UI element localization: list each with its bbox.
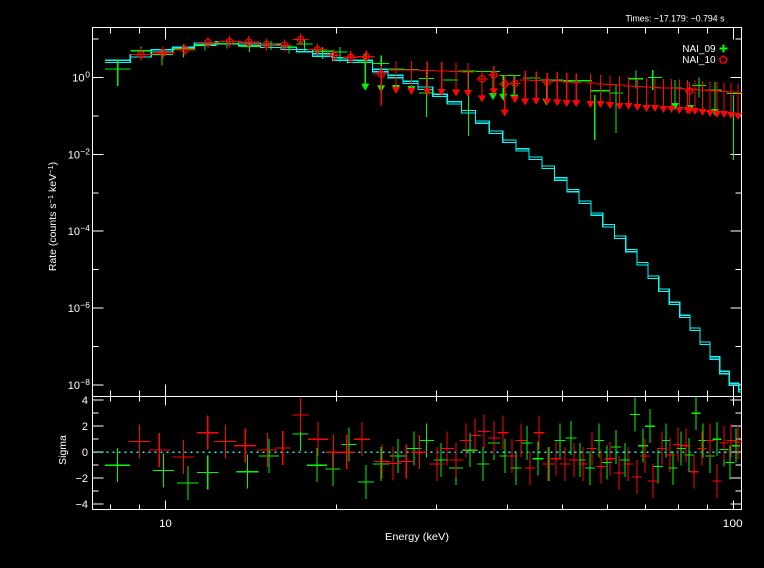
svg-text:Energy (keV): Energy (keV) (385, 531, 449, 543)
svg-text:−4: −4 (80, 223, 90, 233)
svg-text:Sigma: Sigma (57, 435, 69, 465)
svg-text:0: 0 (82, 447, 88, 459)
svg-text:Rate (counts s−1 keV−1): Rate (counts s−1 keV−1) (46, 162, 59, 271)
svg-text:−4: −4 (75, 499, 88, 511)
svg-text:NAI_10: NAI_10 (682, 55, 716, 66)
svg-text:10: 10 (68, 303, 80, 315)
svg-text:Times: −17.179: −0.794 s: Times: −17.179: −0.794 s (626, 14, 725, 25)
svg-text:10: 10 (68, 149, 80, 161)
svg-text:10: 10 (72, 72, 84, 84)
svg-text:10: 10 (68, 226, 80, 238)
svg-text:4: 4 (82, 395, 88, 407)
svg-text:−8: −8 (80, 377, 90, 387)
svg-text:100: 100 (723, 518, 743, 530)
svg-text:10: 10 (68, 380, 80, 392)
svg-text:0: 0 (85, 69, 90, 79)
svg-text:−6: −6 (80, 300, 90, 310)
svg-text:2: 2 (82, 421, 88, 433)
svg-text:10: 10 (159, 518, 172, 530)
svg-text:−2: −2 (75, 473, 88, 485)
svg-text:−2: −2 (80, 146, 90, 156)
svg-text:NAI_09: NAI_09 (682, 44, 716, 55)
